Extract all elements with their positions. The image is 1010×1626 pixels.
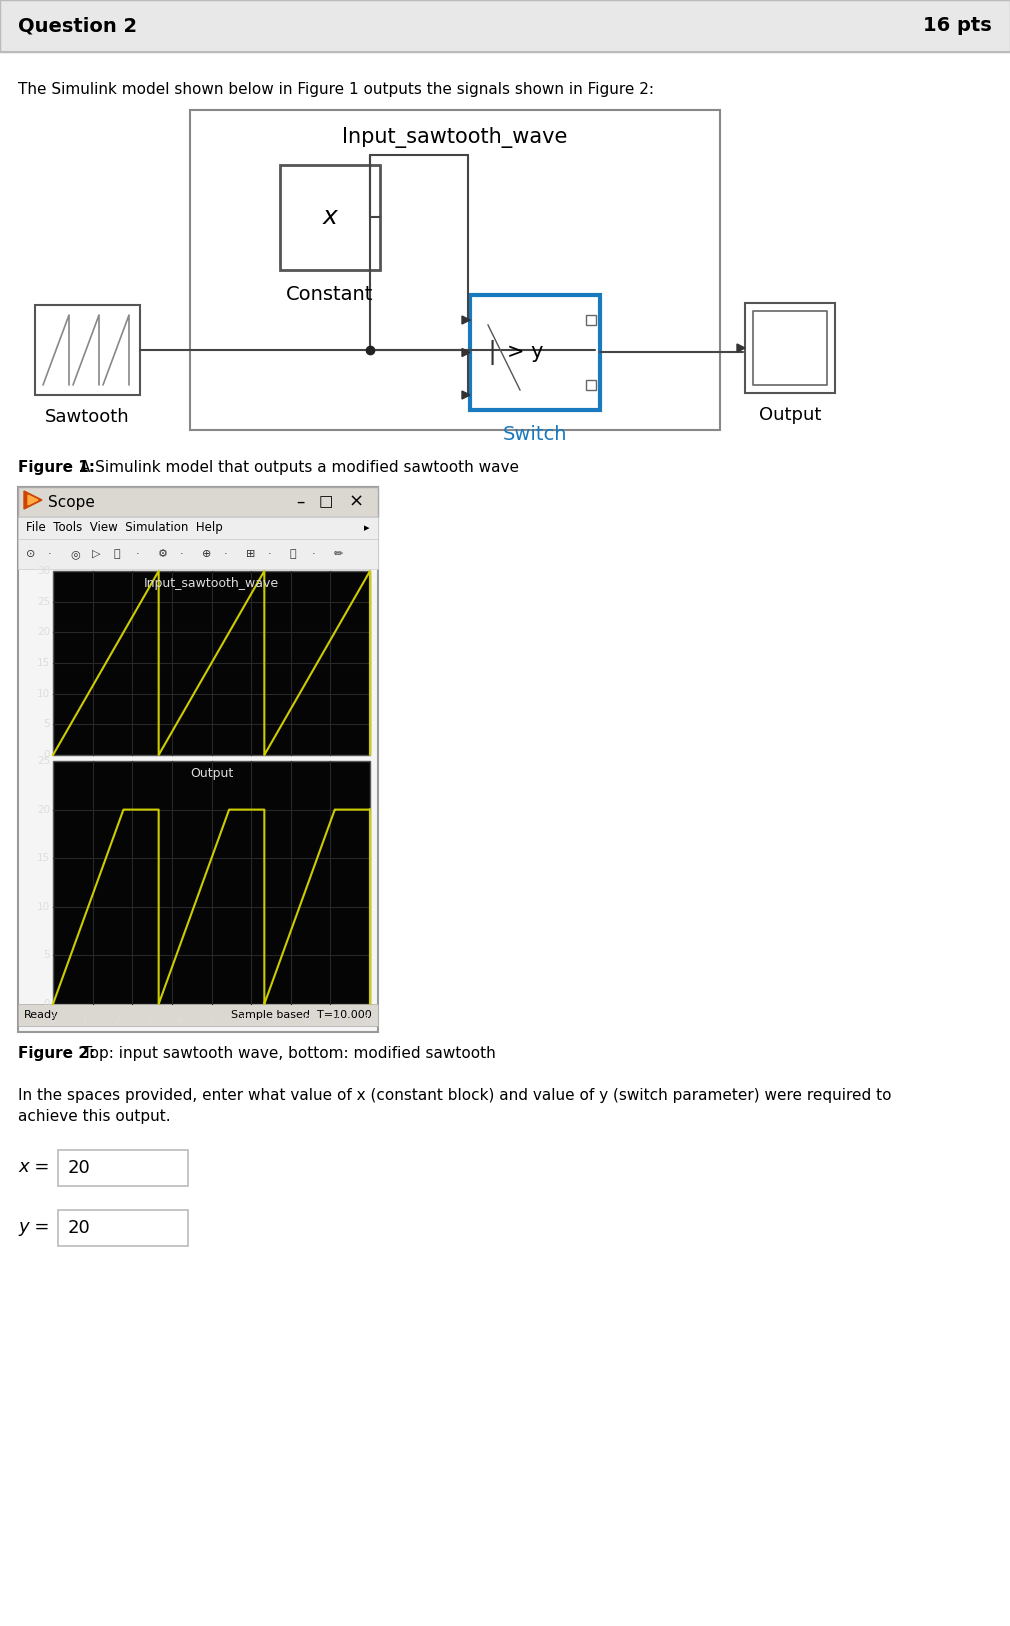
Text: ·: ·: [136, 550, 139, 559]
Text: Question 2: Question 2: [18, 16, 137, 36]
Text: 20: 20: [37, 805, 50, 815]
Text: 8: 8: [303, 1015, 310, 1024]
Text: ⊞: ⊞: [246, 550, 256, 559]
Polygon shape: [28, 494, 38, 506]
Text: ·: ·: [224, 550, 227, 559]
Text: 25: 25: [36, 756, 51, 766]
Bar: [35, 306, 140, 395]
Text: 20: 20: [68, 1220, 91, 1237]
Text: 0: 0: [43, 750, 51, 759]
Text: x =: x =: [18, 1158, 56, 1176]
Bar: [586, 380, 596, 390]
Text: ◎: ◎: [70, 550, 80, 559]
Polygon shape: [24, 491, 42, 509]
Text: 0: 0: [49, 1015, 57, 1024]
Text: ·: ·: [48, 550, 52, 559]
Text: ⊙: ⊙: [26, 550, 35, 559]
Text: x: x: [322, 205, 337, 229]
Text: File  Tools  View  Simulation  Help: File Tools View Simulation Help: [26, 522, 223, 535]
Text: ⊕: ⊕: [202, 550, 211, 559]
Bar: [53, 761, 370, 1003]
Text: Switch: Switch: [503, 424, 568, 444]
Text: > y: > y: [507, 343, 543, 363]
Text: ▸: ▸: [365, 524, 370, 533]
Polygon shape: [462, 390, 470, 398]
Bar: [53, 571, 370, 754]
Text: 15: 15: [36, 854, 51, 863]
Polygon shape: [462, 315, 470, 324]
Text: 16 pts: 16 pts: [923, 16, 992, 36]
Text: Constant: Constant: [286, 285, 374, 304]
Text: ✏: ✏: [334, 550, 343, 559]
Text: The Simulink model shown below in Figure 1 outputs the signals shown in Figure 2: The Simulink model shown below in Figure…: [18, 81, 654, 98]
Text: 2: 2: [113, 1015, 120, 1024]
Bar: [18, 488, 378, 517]
Text: y =: y =: [18, 1218, 56, 1236]
Bar: [586, 315, 596, 325]
Text: 1: 1: [82, 1015, 88, 1024]
Bar: [18, 1003, 378, 1026]
Text: ⛵: ⛵: [290, 550, 297, 559]
Text: 25: 25: [36, 597, 51, 606]
Bar: [18, 538, 378, 569]
Text: 15: 15: [36, 659, 51, 668]
Text: ·: ·: [268, 550, 272, 559]
Bar: [0, 0, 1010, 52]
Text: Sample based  T=10.000: Sample based T=10.000: [231, 1010, 372, 1020]
Text: ·: ·: [312, 550, 315, 559]
Text: Sawtooth: Sawtooth: [45, 408, 130, 426]
Text: 30: 30: [37, 566, 50, 576]
Text: Output: Output: [759, 406, 821, 424]
Text: Input_sawtooth_wave: Input_sawtooth_wave: [144, 577, 279, 590]
Bar: [58, 1210, 188, 1246]
Text: 3: 3: [144, 1015, 151, 1024]
Bar: [280, 164, 380, 270]
Text: Output: Output: [190, 767, 233, 780]
Text: 7: 7: [272, 1015, 278, 1024]
Bar: [58, 1150, 188, 1185]
Text: Input_sawtooth_wave: Input_sawtooth_wave: [342, 127, 568, 148]
Polygon shape: [737, 345, 745, 351]
Text: ▷: ▷: [92, 550, 101, 559]
Polygon shape: [462, 348, 470, 356]
Text: In the spaces provided, enter what value of x (constant block) and value of y (s: In the spaces provided, enter what value…: [18, 1088, 892, 1124]
Text: A Simulink model that outputs a modified sawtooth wave: A Simulink model that outputs a modified…: [75, 460, 519, 475]
Text: □: □: [319, 494, 333, 509]
Text: –: –: [296, 493, 304, 511]
Text: Figure 1:: Figure 1:: [18, 460, 95, 475]
Text: Top: input sawtooth wave, bottom: modified sawtooth: Top: input sawtooth wave, bottom: modifi…: [78, 1046, 496, 1062]
Text: Scope: Scope: [48, 494, 95, 509]
Text: 20: 20: [68, 1159, 91, 1177]
Text: 0: 0: [43, 998, 51, 1010]
Bar: [18, 488, 378, 1033]
Bar: [745, 302, 835, 393]
Text: |: |: [485, 340, 500, 364]
Bar: [470, 294, 600, 410]
Text: 6: 6: [240, 1015, 246, 1024]
Text: 20: 20: [37, 628, 50, 637]
Text: 10: 10: [364, 1015, 377, 1024]
Bar: [18, 517, 378, 538]
Text: 9: 9: [335, 1015, 341, 1024]
Text: ⚙: ⚙: [158, 550, 168, 559]
Text: Figure 2:: Figure 2:: [18, 1046, 95, 1062]
Text: 5: 5: [208, 1015, 215, 1024]
Text: 10: 10: [37, 902, 50, 912]
Text: ×: ×: [348, 493, 364, 511]
Text: 5: 5: [43, 719, 51, 730]
Text: Ready: Ready: [24, 1010, 59, 1020]
Text: 10: 10: [37, 689, 50, 699]
Text: ·: ·: [180, 550, 184, 559]
Bar: [190, 111, 720, 429]
Text: 5: 5: [43, 951, 51, 961]
Text: 4: 4: [177, 1015, 183, 1024]
Text: ⏹: ⏹: [114, 550, 120, 559]
Bar: [753, 311, 827, 385]
